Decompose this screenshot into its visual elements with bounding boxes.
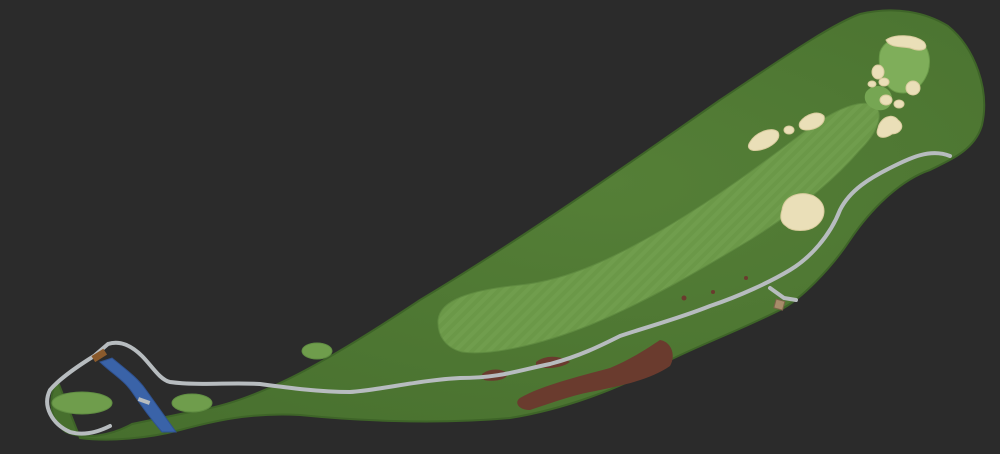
tee-box-back — [51, 391, 113, 415]
sand-bunkers — [747, 35, 927, 231]
waste-area — [517, 340, 673, 410]
creek — [99, 357, 177, 433]
dirt-patch — [711, 290, 715, 294]
dirt-patch — [681, 295, 687, 301]
tee-box-middle — [171, 393, 213, 413]
creek-crossing — [137, 397, 151, 405]
rough-area — [50, 9, 986, 441]
tee-box-forward — [301, 342, 333, 360]
fairway — [437, 102, 880, 354]
cart-path — [45, 151, 952, 436]
cart-path-spur — [768, 286, 798, 302]
cart-bridge — [91, 348, 108, 363]
shelter — [773, 298, 786, 311]
dirt-patch — [744, 276, 748, 280]
